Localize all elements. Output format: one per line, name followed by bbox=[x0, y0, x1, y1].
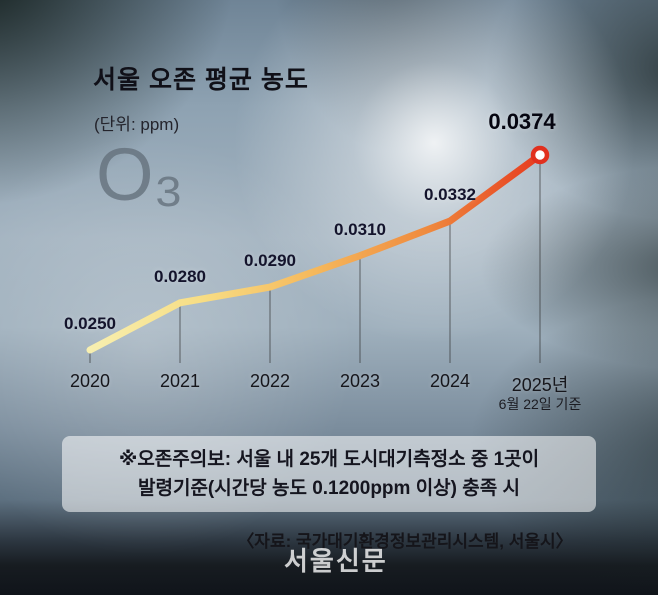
latest-point-marker bbox=[530, 145, 550, 165]
note-line-1: ※오존주의보: 서울 내 25개 도시대기측정소 중 1곳이 bbox=[118, 448, 540, 470]
unit-label: (단위: ppm) bbox=[94, 115, 180, 134]
ozone-trend-line bbox=[86, 151, 544, 354]
note-line-2: 발령기준(시간당 농도 0.1200ppm 이상) 충족 시 bbox=[138, 478, 520, 499]
note-box: ※오존주의보: 서울 내 25개 도시대기측정소 중 1곳이 발령기준(시간당 … bbox=[62, 436, 596, 512]
o3-molecule-watermark: O₃ bbox=[96, 133, 184, 216]
newspaper-watermark: 서울신문 bbox=[284, 546, 388, 576]
source-text: 〈자료: 국가대기환경정보관리시스템, 서울시〉 bbox=[237, 532, 573, 551]
page-title: 서울 오존 평균 농도 bbox=[93, 66, 309, 94]
